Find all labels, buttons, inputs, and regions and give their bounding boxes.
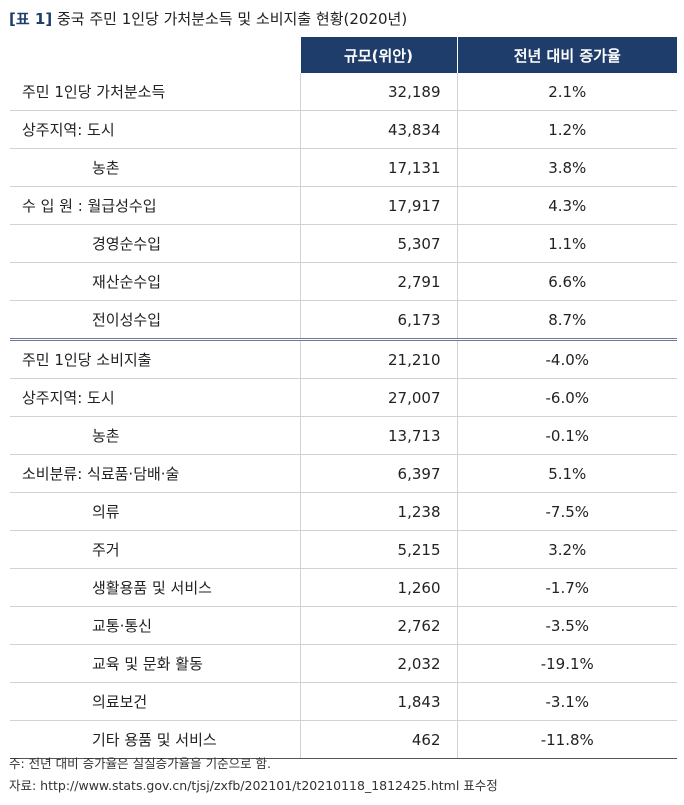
row-growth: -3.1% [456,682,677,721]
table-row: 소비분류: 식료품·담배·술 6,397 5.1% [10,454,677,493]
row-label: 수 입 원 : 월급성수입 [10,186,300,225]
table-body: 주민 1인당 가처분소득 32,189 2.1% 상주지역: 도시 43,834 1.2%… [10,73,677,759]
row-amount: 1,238 [299,492,457,531]
row-amount: 27,007 [299,378,457,417]
row-label: 생활용품 및 서비스 [10,568,300,607]
row-amount: 17,131 [299,148,457,187]
table-row: 생활용품 및 서비스 1,260 -1.7% [10,568,677,607]
table-row: 재산순수입 2,791 6.6% [10,262,677,301]
row-label: 교통·통신 [10,606,300,645]
row-label: 농촌 [10,416,300,455]
table-row: 의료보건 1,843 -3.1% [10,682,677,721]
row-growth: -6.0% [456,378,677,417]
row-label: 상주지역: 도시 [10,110,300,149]
table-title: [표 1] 중국 주민 1인당 가처분소득 및 소비지출 현황(2020년) [9,8,407,29]
row-amount: 5,215 [299,530,457,569]
row-amount: 6,173 [299,300,457,340]
table-row: 상주지역: 도시 27,007 -6.0% [10,378,677,417]
row-growth: -19.1% [456,644,677,683]
table-row: 의류 1,238 -7.5% [10,492,677,531]
row-growth: 4.3% [456,186,677,225]
row-amount: 43,834 [299,110,457,149]
row-growth: -4.0% [456,338,677,379]
table-row: 수 입 원 : 월급성수입 17,917 4.3% [10,186,677,225]
table-number: [표 1] [9,10,53,28]
row-amount: 21,210 [299,338,457,379]
income-expenditure-table: 규모(위안) 전년 대비 증가율 주민 1인당 가처분소득 32,189 2.1% 상… [10,37,677,759]
table-row: 교통·통신 2,762 -3.5% [10,606,677,645]
row-label: 의료보건 [10,682,300,721]
row-growth: 3.2% [456,530,677,569]
table-row: 농촌 13,713 -0.1% [10,416,677,455]
row-label: 경영순수입 [10,224,300,263]
row-amount: 2,762 [299,606,457,645]
row-amount: 462 [299,720,457,759]
row-amount: 1,843 [299,682,457,721]
row-amount: 17,917 [299,186,457,225]
row-growth: 2.1% [456,73,677,111]
header-growth: 전년 대비 증가율 [457,37,677,73]
row-amount: 2,791 [299,262,457,301]
row-label: 전이성수입 [10,300,300,340]
row-growth: 6.6% [456,262,677,301]
row-growth: 1.1% [456,224,677,263]
table-row: 상주지역: 도시 43,834 1.2% [10,110,677,149]
table-row: 교육 및 문화 활동 2,032 -19.1% [10,644,677,683]
row-growth: -0.1% [456,416,677,455]
table-caption: 중국 주민 1인당 가처분소득 및 소비지출 현황(2020년) [56,10,408,28]
row-growth: -7.5% [456,492,677,531]
row-label: 의류 [10,492,300,531]
table-row: 주민 1인당 가처분소득 32,189 2.1% [10,73,677,111]
row-label: 소비분류: 식료품·담배·술 [10,454,300,493]
table-row: 농촌 17,131 3.8% [10,148,677,187]
row-label: 주민 1인당 소비지출 [10,338,300,379]
row-label: 농촌 [10,148,300,187]
source-note: 자료: http://www.stats.gov.cn/tjsj/zxfb/20… [9,778,498,793]
row-growth: 5.1% [456,454,677,493]
row-label: 상주지역: 도시 [10,378,300,417]
table-row: 주거 5,215 3.2% [10,530,677,569]
row-growth: -3.5% [456,606,677,645]
table-row: 경영순수입 5,307 1.1% [10,224,677,263]
footnote: 주: 전년 대비 증가율은 실질증가율을 기준으로 함. [9,756,272,771]
header-amount: 규모(위안) [299,37,458,73]
row-growth: 3.8% [456,148,677,187]
row-amount: 6,397 [299,454,457,493]
header-blank [10,37,300,73]
row-amount: 1,260 [299,568,457,607]
row-growth: 8.7% [456,300,677,340]
row-label: 주민 1인당 가처분소득 [10,73,300,111]
row-amount: 32,189 [299,73,457,111]
row-growth: -11.8% [456,720,677,759]
row-amount: 5,307 [299,224,457,263]
row-amount: 13,713 [299,416,457,455]
table-row: 주민 1인당 소비지출 21,210 -4.0% [10,338,677,379]
row-label: 주거 [10,530,300,569]
row-growth: 1.2% [456,110,677,149]
row-growth: -1.7% [456,568,677,607]
row-label: 기타 용품 및 서비스 [10,720,300,759]
row-amount: 2,032 [299,644,457,683]
table-row: 전이성수입 6,173 8.7% [10,300,677,340]
row-label: 교육 및 문화 활동 [10,644,300,683]
table-row: 기타 용품 및 서비스 462 -11.8% [10,720,677,759]
row-label: 재산순수입 [10,262,300,301]
header-row: 규모(위안) 전년 대비 증가율 [10,37,677,73]
